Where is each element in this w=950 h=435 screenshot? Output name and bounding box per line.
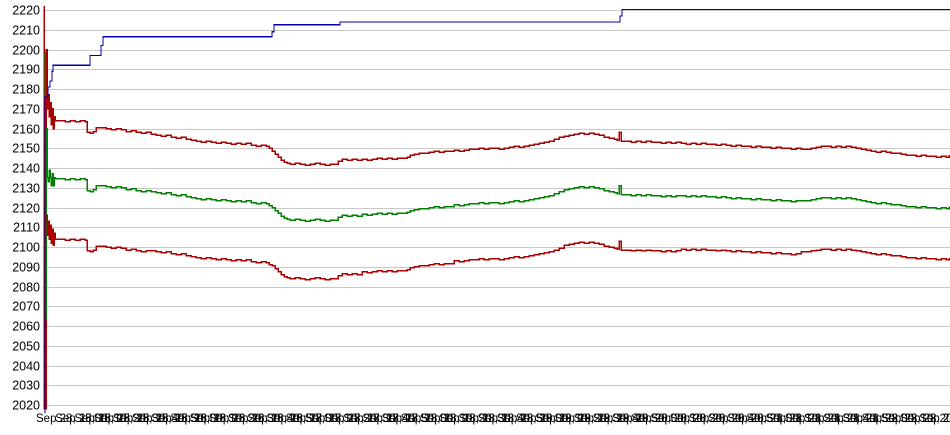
x-axis-tick-label: Sep 28, 19:20 bbox=[535, 413, 607, 425]
red-upper-band-line bbox=[43, 6, 950, 410]
y-axis-tick-label: 2170 bbox=[12, 103, 40, 117]
x-axis-tick-label: Sep 28, 20:00 bbox=[612, 413, 684, 425]
x-axis-tick-label: Sep 28, 19:40 bbox=[574, 413, 646, 425]
y-axis-tick-label: 2070 bbox=[12, 300, 40, 314]
x-axis-tick-label: Sep 28, 15:20 bbox=[74, 413, 146, 425]
x-axis-tick-label: Sep 28, 21:30 bbox=[785, 413, 857, 425]
y-axis-tick-label: 2140 bbox=[12, 162, 40, 176]
y-axis-tick-label: 2050 bbox=[12, 340, 40, 354]
x-axis-tick-label: Sep 28, 18:10 bbox=[401, 413, 473, 425]
y-axis-tick-label: 2180 bbox=[12, 83, 40, 97]
x-axis-tick-label: Sep 28, 15:00 bbox=[36, 413, 108, 425]
y-axis-tick-label: 2090 bbox=[12, 261, 40, 275]
x-axis-tick-label: Sep 28, 22:40 bbox=[919, 413, 950, 425]
y-axis-tick-label: 2210 bbox=[12, 24, 40, 38]
x-axis-tick-label: Sep 28, 19:30 bbox=[554, 413, 626, 425]
y-axis-tick-label: 2080 bbox=[12, 281, 40, 295]
x-axis-tick-label: Sep 28, 20:30 bbox=[670, 413, 742, 425]
blue-step-line bbox=[44, 8, 950, 413]
y-axis-tick-label: 2190 bbox=[12, 63, 40, 77]
y-axis-tick-label: 2200 bbox=[12, 44, 40, 58]
x-axis-tick-label: Sep 28, 16:30 bbox=[209, 413, 281, 425]
red-lower-band-line bbox=[46, 214, 950, 281]
y-axis-tick-label: 2100 bbox=[12, 241, 40, 255]
x-axis-tick-label: Sep 28, 17:00 bbox=[266, 413, 338, 425]
x-axis-tick-label: Sep 28, 19:50 bbox=[593, 413, 665, 425]
x-axis-tick-label: Sep 28, 15:10 bbox=[55, 413, 127, 425]
y-axis-tick-label: 2120 bbox=[12, 202, 40, 216]
y-axis-tick-label: 2060 bbox=[12, 320, 40, 334]
x-axis-tick-label: Sep 28, 20:20 bbox=[650, 413, 722, 425]
x-axis-tick-label: Sep 28, 18:20 bbox=[420, 413, 492, 425]
y-axis-tick-label: 2040 bbox=[12, 360, 40, 374]
x-axis-tick-label: Sep 28, 21:40 bbox=[804, 413, 876, 425]
x-axis-tick-label: Sep 28, 20:40 bbox=[689, 413, 761, 425]
x-axis-tick-label: Sep 28, 22:20 bbox=[881, 413, 950, 425]
x-axis-tick-label: Sep 28, 18:30 bbox=[439, 413, 511, 425]
x-axis-tick-label: Sep 28, 16:10 bbox=[170, 413, 242, 425]
y-axis-tick-label: 2150 bbox=[12, 142, 40, 156]
x-axis-tick-label: Sep 28, 19:00 bbox=[497, 413, 569, 425]
x-axis-tick-label: Sep 28, 21:20 bbox=[766, 413, 838, 425]
x-axis-tick-label: Sep 28, 16:40 bbox=[228, 413, 300, 425]
x-axis-tick-label: Sep 28, 22:10 bbox=[862, 413, 934, 425]
x-axis-tick-label: Sep 28, 20:10 bbox=[631, 413, 703, 425]
x-axis-tick-label: Sep 28, 15:50 bbox=[132, 413, 204, 425]
y-axis-tick-label: 2030 bbox=[12, 379, 40, 393]
x-axis-tick-label: Sep 28, 18:40 bbox=[458, 413, 530, 425]
x-axis-tick-label: Sep 28, 20:50 bbox=[708, 413, 780, 425]
x-axis-tick-label: Sep 28, 18:50 bbox=[478, 413, 550, 425]
x-axis-tick-label: Sep 28, 22:30 bbox=[900, 413, 950, 425]
x-axis-tick-label: Sep 28, 17:10 bbox=[286, 413, 358, 425]
x-axis-tick-label: Sep 28, 16:50 bbox=[247, 413, 319, 425]
y-axis-tick-label: 2020 bbox=[12, 399, 40, 413]
y-axis-tick-label: 2220 bbox=[12, 4, 40, 18]
x-axis-tick-label: Sep 28, 21:10 bbox=[746, 413, 818, 425]
x-axis-tick-label: Sep 28, 16:20 bbox=[190, 413, 262, 425]
x-axis-tick-label: Sep 28, 16:00 bbox=[151, 413, 223, 425]
y-axis-tick-label: 2160 bbox=[12, 123, 40, 137]
x-axis-tick-label: Sep 28, 17:40 bbox=[343, 413, 415, 425]
x-axis-tick-label: Sep 28, 21:00 bbox=[727, 413, 799, 425]
x-axis-tick-label: Sep 28, 17:30 bbox=[324, 413, 396, 425]
x-axis-tick-label: Sep 28, 18:00 bbox=[382, 413, 454, 425]
x-axis-tick-label: Sep 28, 17:50 bbox=[362, 413, 434, 425]
y-axis-tick-label: 2110 bbox=[13, 221, 40, 235]
x-axis-tick-label: Sep 28, 19:10 bbox=[516, 413, 588, 425]
x-axis-tick-label: Sep 28, 22:00 bbox=[842, 413, 914, 425]
y-axis-tick-label: 2130 bbox=[12, 182, 40, 196]
x-axis-tick-label: Sep 28, 21:50 bbox=[823, 413, 895, 425]
x-axis-tick-label: Sep 28, 17:20 bbox=[305, 413, 377, 425]
green-middle-band-line bbox=[44, 51, 950, 319]
x-axis-tick-label: Sep 28, 15:40 bbox=[113, 413, 185, 425]
x-axis-tick-label: Sep 28, 15:30 bbox=[94, 413, 166, 425]
